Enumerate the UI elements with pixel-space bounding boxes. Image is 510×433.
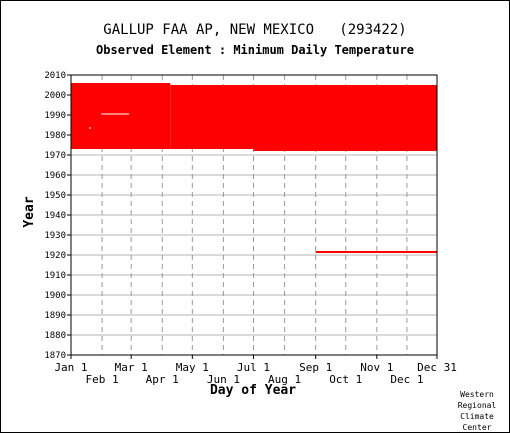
x-tick-label: Dec 1: [390, 373, 423, 386]
credit-line-4: Center: [448, 422, 506, 433]
x-tick-label: Feb 1: [86, 373, 119, 386]
x-tick-label: Jul 1: [237, 361, 270, 374]
x-tick-label: Jun 1: [207, 373, 240, 386]
y-tick-label: 1960: [44, 171, 66, 181]
credit-line-2: Regional: [448, 400, 506, 411]
y-tick-label: 1930: [44, 231, 66, 241]
y-axis-label: Year: [22, 196, 37, 227]
x-tick-label: Sep 1: [299, 361, 332, 374]
y-tick-label: 1940: [44, 211, 66, 221]
y-tick-label: 1950: [44, 191, 66, 201]
y-tick-label: 1980: [44, 131, 66, 141]
data-gap: [101, 114, 129, 115]
x-tick-label: Nov 1: [360, 361, 393, 374]
y-tick-label: 2010: [44, 71, 66, 81]
y-tick-label: 1920: [44, 251, 66, 261]
x-tick-label: Aug 1: [268, 373, 301, 386]
y-tick-label: 1910: [44, 271, 66, 281]
x-tick-label: Apr 1: [146, 373, 179, 386]
credit-line-1: Western: [448, 389, 506, 400]
y-tick-label: 1890: [44, 311, 66, 321]
x-tick-label: May 1: [176, 361, 209, 374]
y-tick-label: 1990: [44, 111, 66, 121]
y-tick-label: 1870: [44, 351, 66, 361]
credit-line-3: Climate: [448, 411, 506, 422]
x-tick-label: Mar 1: [115, 361, 148, 374]
data-block: [253, 85, 437, 151]
y-tick-label: 1880: [44, 331, 66, 341]
x-tick-label: Oct 1: [329, 373, 362, 386]
y-tick-label: 2000: [44, 91, 66, 101]
data-gap: [89, 128, 91, 129]
y-tick-label: 1970: [44, 151, 66, 161]
data-block: [316, 251, 437, 253]
y-tick-label: 1900: [44, 291, 66, 301]
credit-text: Western Regional Climate Center: [448, 389, 506, 433]
data-block: [71, 83, 170, 149]
data-block: [170, 85, 253, 149]
x-tick-label: Jan 1: [54, 361, 87, 374]
